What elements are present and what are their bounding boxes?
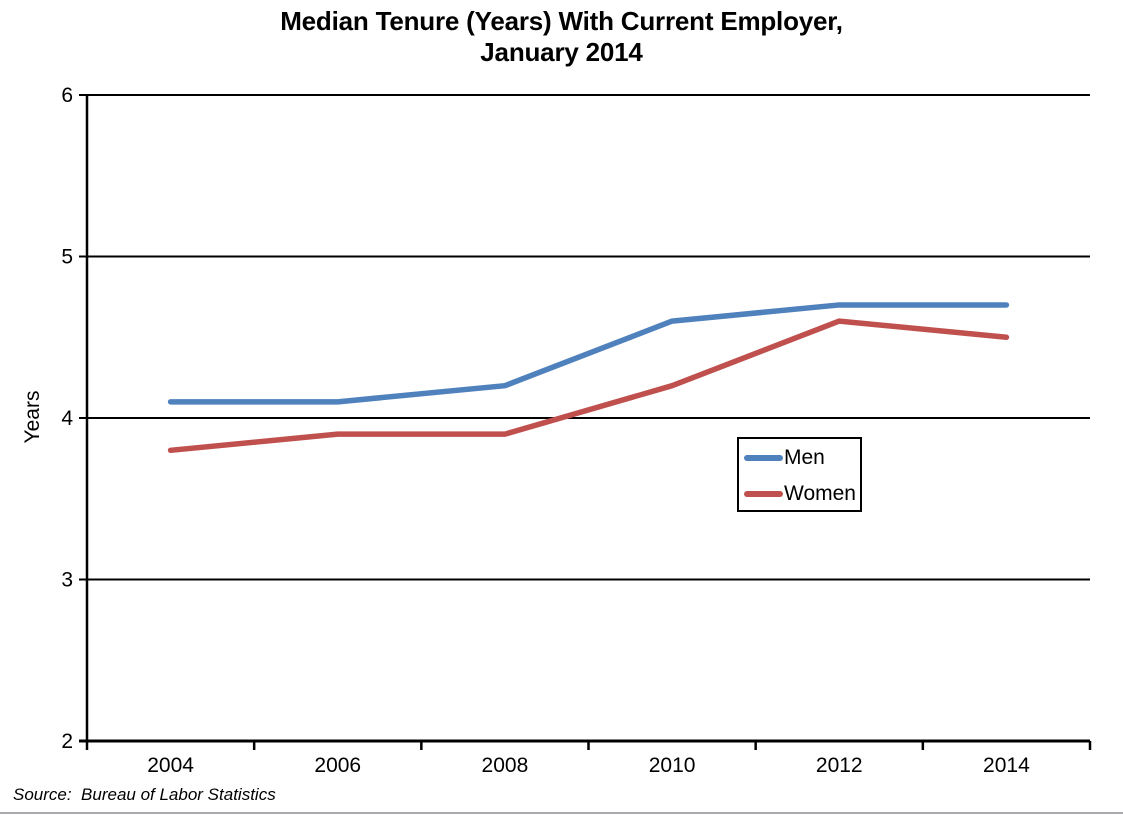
legend-label-women: Women — [784, 482, 856, 505]
y-tick-label-3: 3 — [61, 569, 73, 592]
chart-title: Median Tenure (Years) With Current Emplo… — [0, 6, 1123, 68]
x-tick-label-2010: 2010 — [649, 754, 696, 777]
y-tick-label-2: 2 — [61, 730, 73, 753]
series-line-women — [167, 318, 1010, 454]
x-tick-label-2006: 2006 — [314, 754, 361, 777]
chart-title-line2: January 2014 — [480, 37, 643, 67]
y-tick-label-5: 5 — [61, 246, 73, 269]
legend-entry-women: Women — [739, 477, 860, 511]
women-line-swatch — [744, 491, 783, 497]
legend-label-men: Men — [784, 446, 825, 469]
source-note: Source: Bureau of Labor Statistics — [13, 785, 276, 804]
x-tick-label-2012: 2012 — [816, 754, 863, 777]
men-line-swatch — [744, 455, 783, 461]
legend: Men Women — [737, 437, 862, 512]
x-tick-label-2004: 2004 — [147, 754, 194, 777]
chart-title-line1: Median Tenure (Years) With Current Emplo… — [280, 6, 843, 36]
y-tick-label-4: 4 — [61, 407, 73, 430]
y-axis-title: Years — [21, 390, 44, 444]
legend-entry-men: Men — [739, 441, 860, 475]
y-tick-label-6: 6 — [61, 84, 73, 107]
x-tick-label-2014: 2014 — [983, 754, 1030, 777]
series-line-men — [167, 302, 1010, 405]
bottom-divider — [0, 812, 1123, 814]
x-tick-label-2008: 2008 — [482, 754, 529, 777]
